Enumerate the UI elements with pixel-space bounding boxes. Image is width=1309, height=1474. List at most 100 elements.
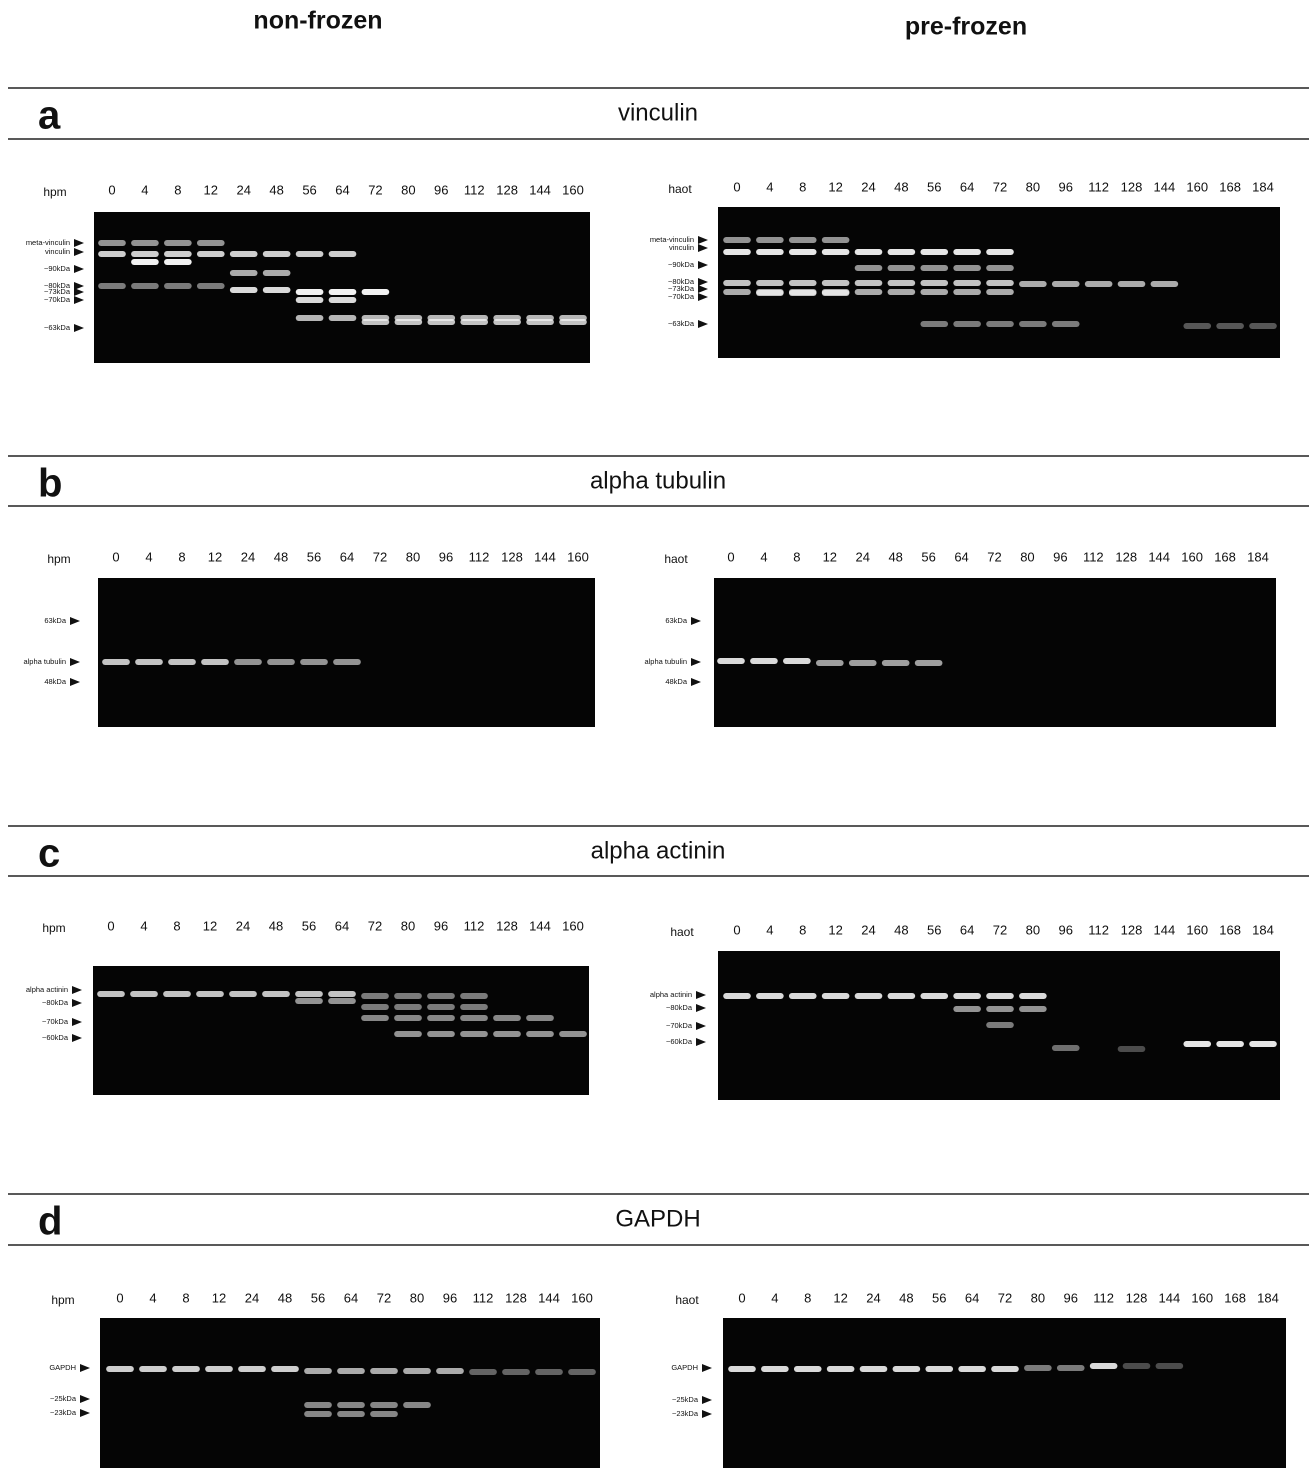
band — [986, 993, 1014, 999]
panel-letter: a — [38, 94, 61, 138]
marker-arrow — [80, 1364, 90, 1372]
lane-label: 4 — [760, 549, 767, 564]
lane-label: 184 — [1252, 179, 1274, 194]
band — [1019, 1006, 1047, 1012]
band — [394, 1031, 422, 1037]
band — [98, 283, 126, 289]
lane-label: 168 — [1224, 1290, 1246, 1305]
lane-label: 128 — [1121, 922, 1143, 937]
column-header: pre-frozen — [905, 13, 1027, 41]
band — [888, 249, 916, 255]
band — [460, 1004, 488, 1010]
marker-label: ~63kDa — [44, 323, 71, 332]
figure: non-frozen pre-frozen avinculinhpm048122… — [0, 0, 1309, 1469]
marker-arrow — [696, 1022, 706, 1030]
lane-label: 64 — [965, 1290, 979, 1305]
lane-label: 64 — [954, 549, 968, 564]
band — [1151, 281, 1179, 287]
band — [1057, 1365, 1085, 1371]
band — [723, 237, 751, 243]
lane-label: 4 — [766, 179, 773, 194]
band — [427, 1031, 455, 1037]
lane-label: 64 — [335, 918, 349, 933]
band — [761, 1366, 789, 1372]
panel-title: alpha actinin — [591, 837, 726, 864]
marker-label: ~25kDa — [50, 1394, 77, 1403]
band — [263, 287, 291, 293]
band — [163, 991, 191, 997]
panel-letter: c — [38, 832, 60, 876]
lane-label: 0 — [116, 1290, 123, 1305]
marker-arrow — [74, 239, 84, 247]
band — [296, 251, 324, 257]
band — [131, 283, 159, 289]
lane-label: 72 — [368, 182, 382, 197]
column-header: non-frozen — [253, 7, 382, 35]
band — [493, 319, 521, 325]
band — [526, 1031, 554, 1037]
time-label: hpm — [42, 921, 65, 935]
band — [328, 998, 356, 1004]
marker-arrow — [70, 678, 80, 686]
marker-arrow — [696, 1004, 706, 1012]
band — [855, 265, 883, 271]
lane-label: 128 — [505, 1290, 527, 1305]
lane-label: 8 — [178, 549, 185, 564]
band — [789, 290, 817, 296]
band — [991, 1366, 1019, 1372]
band — [164, 259, 192, 265]
band — [953, 993, 981, 999]
marker-label: ~23kDa — [672, 1409, 699, 1418]
band — [920, 280, 948, 286]
band — [986, 1006, 1014, 1012]
marker-arrow — [74, 296, 84, 304]
band — [953, 1006, 981, 1012]
lane-label: 24 — [856, 549, 870, 564]
lane-label: 56 — [927, 179, 941, 194]
lane-label: 56 — [927, 922, 941, 937]
lane-label: 96 — [443, 1290, 457, 1305]
band — [1019, 321, 1047, 327]
lane-label: 64 — [340, 549, 354, 564]
lane-label: 128 — [1121, 179, 1143, 194]
lane-label: 112 — [469, 549, 490, 564]
band — [559, 319, 587, 325]
band — [986, 265, 1014, 271]
marker-label: 63kDa — [44, 616, 67, 625]
marker-arrow — [702, 1396, 712, 1404]
lane-label: 0 — [733, 179, 740, 194]
band — [1249, 323, 1277, 329]
lane-label: 48 — [894, 922, 908, 937]
time-label: hpm — [47, 552, 70, 566]
lane-label: 64 — [960, 179, 974, 194]
marker-arrow — [80, 1409, 90, 1417]
band — [1118, 281, 1146, 287]
band — [915, 660, 943, 666]
lane-label: 168 — [1219, 922, 1241, 937]
band — [337, 1411, 365, 1417]
band — [427, 319, 455, 325]
marker-label: 48kDa — [44, 677, 67, 686]
lane-label: 64 — [344, 1290, 358, 1305]
lane-label: 12 — [212, 1290, 226, 1305]
band — [1216, 323, 1244, 329]
band — [789, 249, 817, 255]
band — [756, 280, 784, 286]
lane-label: 112 — [464, 918, 485, 933]
lane-label: 112 — [1083, 549, 1104, 564]
lane-label: 96 — [434, 182, 448, 197]
band — [723, 289, 751, 295]
lane-label: 112 — [1088, 922, 1109, 937]
band — [337, 1368, 365, 1374]
marker-arrow — [698, 236, 708, 244]
lane-label: 168 — [1219, 179, 1241, 194]
band — [460, 1015, 488, 1021]
band — [403, 1368, 431, 1374]
lane-label: 0 — [112, 549, 119, 564]
band — [172, 1366, 200, 1372]
band — [986, 249, 1014, 255]
band — [723, 280, 751, 286]
lane-label: 184 — [1257, 1290, 1279, 1305]
band — [370, 1402, 398, 1408]
lane-label: 56 — [311, 1290, 325, 1305]
